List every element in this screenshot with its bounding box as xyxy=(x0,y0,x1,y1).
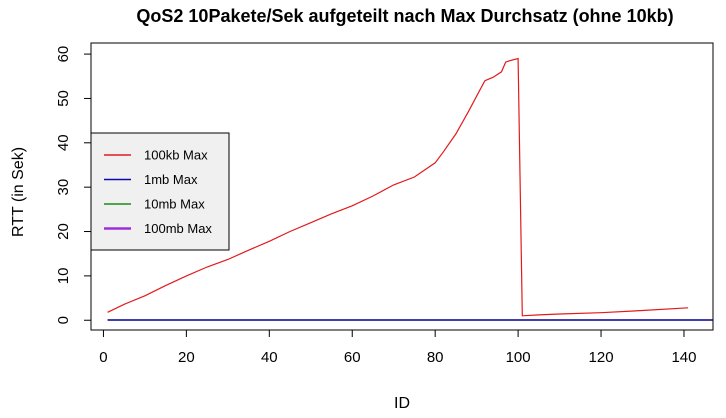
x-tick-label: 140 xyxy=(671,349,696,366)
x-tick-label: 0 xyxy=(99,349,107,366)
legend-box xyxy=(90,132,230,251)
y-tick-label: 60 xyxy=(55,46,72,63)
x-tick-label: 80 xyxy=(427,349,444,366)
chart-title: QoS2 10Pakete/Sek aufgeteilt nach Max Du… xyxy=(136,6,673,26)
x-tick-label: 120 xyxy=(589,349,614,366)
y-tick-label: 0 xyxy=(55,316,72,324)
x-tick-label: 100 xyxy=(506,349,531,366)
series-line-100kb-max xyxy=(107,57,689,317)
plot-area xyxy=(107,57,713,321)
axes: 0 20 40 60 80 100 120 140 0 10 20 30 40 50 60 xyxy=(55,42,714,366)
x-axis-title: ID xyxy=(394,395,410,412)
legend-label: 100mb Max xyxy=(144,221,212,236)
x-tick-label: 20 xyxy=(178,349,195,366)
y-tick-label: 50 xyxy=(55,90,72,107)
legend-label: 1mb Max xyxy=(144,172,198,187)
y-tick-label: 30 xyxy=(55,179,72,196)
legend-label: 100kb Max xyxy=(144,148,208,163)
x-tick-label: 40 xyxy=(261,349,278,366)
x-tick-label: 60 xyxy=(344,349,361,366)
y-tick-label: 40 xyxy=(55,134,72,151)
y-axis-title: RTT (in Sek) xyxy=(10,147,27,237)
y-tick-label: 10 xyxy=(55,268,72,285)
y-tick-label: 20 xyxy=(55,223,72,240)
legend-label: 10mb Max xyxy=(144,197,205,212)
legend: 100kb Max 1mb Max 10mb Max 100mb Max xyxy=(90,132,230,251)
